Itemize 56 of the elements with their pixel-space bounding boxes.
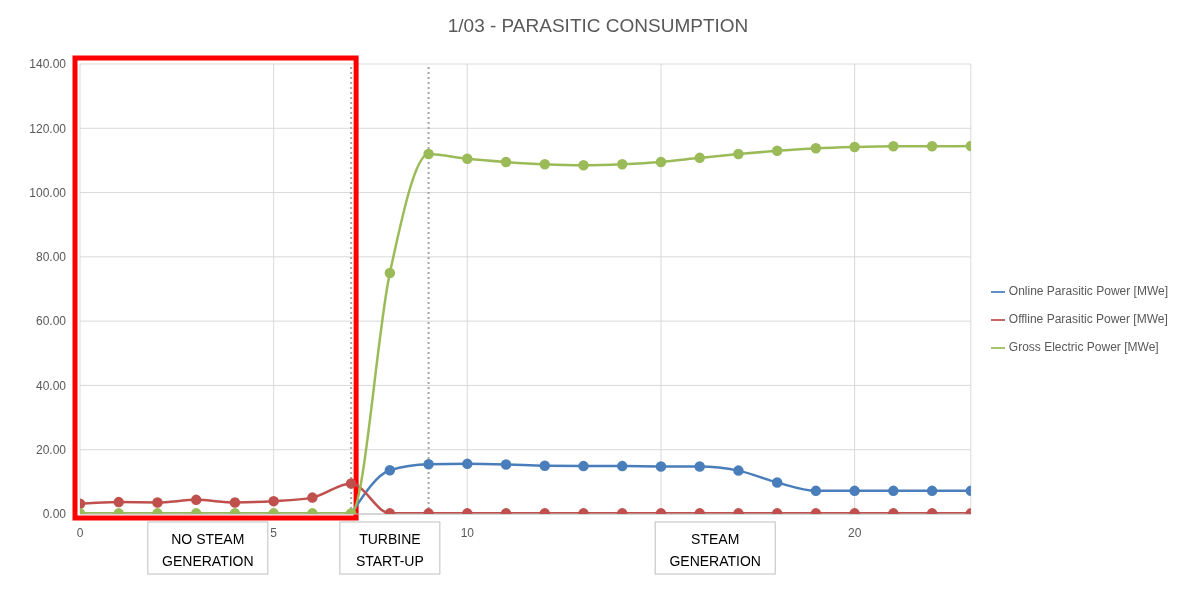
point bbox=[616, 159, 628, 170]
y-tick-label: 140.00 bbox=[29, 57, 67, 72]
point bbox=[500, 459, 512, 470]
point bbox=[888, 141, 899, 152]
point bbox=[694, 152, 705, 164]
point bbox=[539, 460, 551, 472]
point bbox=[345, 478, 357, 489]
legend-label: Online Parasitic Power [MWe] bbox=[1008, 284, 1168, 298]
point bbox=[926, 141, 938, 152]
legend-label: Offline Parasitic Power [MWe] bbox=[1008, 312, 1168, 326]
point bbox=[771, 477, 783, 488]
point bbox=[384, 267, 396, 279]
x-tick-label: 20 bbox=[847, 525, 862, 540]
point bbox=[190, 494, 202, 506]
point bbox=[113, 496, 124, 508]
y-tick-label: 120.00 bbox=[29, 121, 67, 136]
point bbox=[384, 465, 396, 476]
y-tick-label: 100.00 bbox=[29, 185, 67, 200]
point bbox=[849, 141, 860, 153]
point bbox=[771, 145, 783, 157]
point bbox=[733, 465, 744, 476]
point bbox=[810, 142, 822, 154]
text: NO STEAM GENERATION bbox=[162, 531, 254, 569]
point bbox=[810, 485, 822, 497]
point bbox=[423, 148, 434, 160]
text: TURBINE START-UP bbox=[355, 531, 424, 569]
point bbox=[152, 497, 163, 508]
point bbox=[462, 153, 473, 165]
point bbox=[888, 485, 899, 497]
x-tick-label: 5 bbox=[270, 525, 278, 540]
point bbox=[926, 485, 938, 497]
point bbox=[655, 461, 667, 472]
text: STEAM GENERATION bbox=[669, 531, 761, 569]
point bbox=[229, 497, 241, 508]
point bbox=[849, 485, 860, 497]
y-tick-label: 20.00 bbox=[35, 442, 67, 457]
y-tick-label: 60.00 bbox=[35, 314, 67, 329]
y-tick-label: 40.00 bbox=[35, 378, 67, 393]
point bbox=[500, 156, 512, 168]
point bbox=[423, 458, 434, 470]
y-tick-label: 0.00 bbox=[42, 507, 67, 522]
chart-title: 1/03 - PARASITIC CONSUMPTION bbox=[446, 14, 750, 38]
point bbox=[539, 159, 551, 170]
point bbox=[268, 495, 279, 507]
point bbox=[307, 492, 318, 503]
x-tick-label: 10 bbox=[460, 525, 475, 540]
point bbox=[694, 461, 705, 472]
y-tick-label: 80.00 bbox=[35, 250, 67, 265]
point bbox=[733, 148, 744, 160]
point bbox=[462, 458, 473, 470]
point bbox=[655, 156, 667, 168]
point bbox=[616, 460, 628, 472]
x-tick-label: 0 bbox=[76, 525, 84, 540]
point bbox=[578, 460, 589, 472]
legend-label: Gross Electric Power [MWe] bbox=[1008, 340, 1159, 354]
point bbox=[578, 160, 589, 171]
